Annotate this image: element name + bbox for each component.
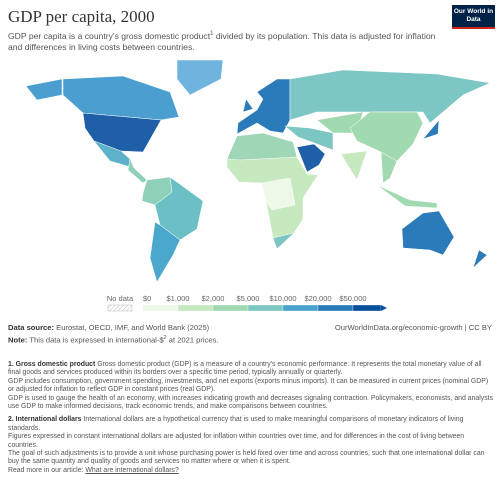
footnote-title: 1. Gross domestic product (8, 361, 96, 368)
note-label: Note: (8, 335, 28, 345)
legend-swatch (247, 304, 284, 312)
country[interactable] (308, 213, 316, 234)
logo[interactable]: Our World in Data (452, 5, 495, 29)
footnote-title: 2. International dollars (8, 416, 82, 424)
source-label: Data source: (8, 323, 55, 332)
note-text: This data is expressed in international-… (29, 335, 164, 345)
subtitle-text: divided by its population. This data is … (8, 30, 436, 52)
country[interactable] (401, 210, 455, 256)
country[interactable] (296, 143, 326, 173)
legend-label: No data (107, 294, 134, 303)
link[interactable]: What are international dollars? (85, 466, 179, 474)
legend-swatch (317, 304, 354, 312)
country[interactable] (380, 151, 398, 184)
no-data-swatch (107, 304, 133, 312)
note-text: at 2021 prices. (168, 335, 219, 345)
legend-swatch (212, 304, 249, 312)
country[interactable] (422, 119, 440, 140)
legend: No data $0 $1,000 $2,000 $5,000 $10,000 $20,00… (107, 294, 387, 312)
country[interactable] (261, 177, 296, 211)
note: Note: This data is expressed in internat… (8, 335, 219, 345)
legend-label: $10,000 (269, 294, 296, 303)
country[interactable] (236, 78, 291, 135)
paragraph: The goal of such adjustments is to provi… (8, 450, 485, 466)
paragraph: 2. International dollars International d… (8, 416, 494, 433)
subtitle-text: GDP per capita is a country's gross dome… (8, 30, 211, 41)
country[interactable] (340, 150, 368, 181)
country[interactable] (226, 132, 298, 161)
legend-swatch (142, 304, 179, 312)
paragraph: GDP includes consumption, government spe… (8, 377, 489, 394)
footnotes: 1. Gross domestic product Gross domestic… (8, 361, 494, 480)
legend-swatch (177, 304, 214, 312)
country[interactable] (272, 232, 295, 250)
legend-arrow (381, 305, 387, 311)
country[interactable] (62, 75, 180, 121)
paragraph: Read more in our article: What are inter… (8, 467, 494, 475)
text: International dollars are a hypothetical… (8, 416, 464, 432)
subtitle: GDP per capita is a country's gross dome… (8, 29, 438, 53)
country[interactable] (25, 78, 63, 101)
map: No data $0 $1,000 $2,000 $5,000 $10,000 $20,00… (25, 59, 491, 312)
legend-label: $1,000 (167, 294, 190, 303)
paragraph: Figures expressed in constant internatio… (8, 433, 465, 449)
source-text: Eurostat, OECD, IMF, and World Bank (202… (56, 323, 210, 332)
footnote: 2. International dollars International d… (8, 416, 494, 475)
country[interactable] (289, 69, 491, 124)
legend-label: $5,000 (237, 294, 260, 303)
country[interactable] (242, 98, 254, 113)
country[interactable] (376, 184, 438, 209)
text: Read more in our article: (8, 466, 84, 474)
title: GDP per capita, 2000 (8, 7, 155, 26)
legend-label: $50,000 (339, 294, 366, 303)
paragraph: GDP is used to gauge the health of an ec… (8, 394, 494, 411)
footnote-ref: 1 (210, 31, 214, 37)
legend-label: $2,000 (202, 294, 225, 303)
country[interactable] (82, 112, 162, 153)
legend-label: $20,000 (304, 294, 331, 303)
countries (25, 59, 491, 283)
legend-label: $0 (143, 294, 151, 303)
country[interactable] (127, 158, 148, 184)
url[interactable]: OurWorldInData.org/economic-growth | CC … (334, 323, 492, 332)
legend-swatch (282, 304, 319, 312)
country[interactable] (149, 221, 181, 283)
text: Gross domestic product (GDP) is a measur… (8, 361, 482, 377)
country[interactable] (176, 59, 224, 96)
country[interactable] (284, 125, 334, 151)
legend-swatch (352, 304, 382, 312)
footnote: 1. Gross domestic product Gross domestic… (8, 361, 494, 411)
country[interactable] (472, 249, 488, 269)
footnote-ref: 2 (163, 335, 167, 341)
paragraph: 1. Gross domestic product Gross domestic… (8, 361, 494, 378)
country[interactable] (349, 111, 424, 162)
source: Data source: Eurostat, OECD, IMF, and Wo… (8, 323, 209, 332)
